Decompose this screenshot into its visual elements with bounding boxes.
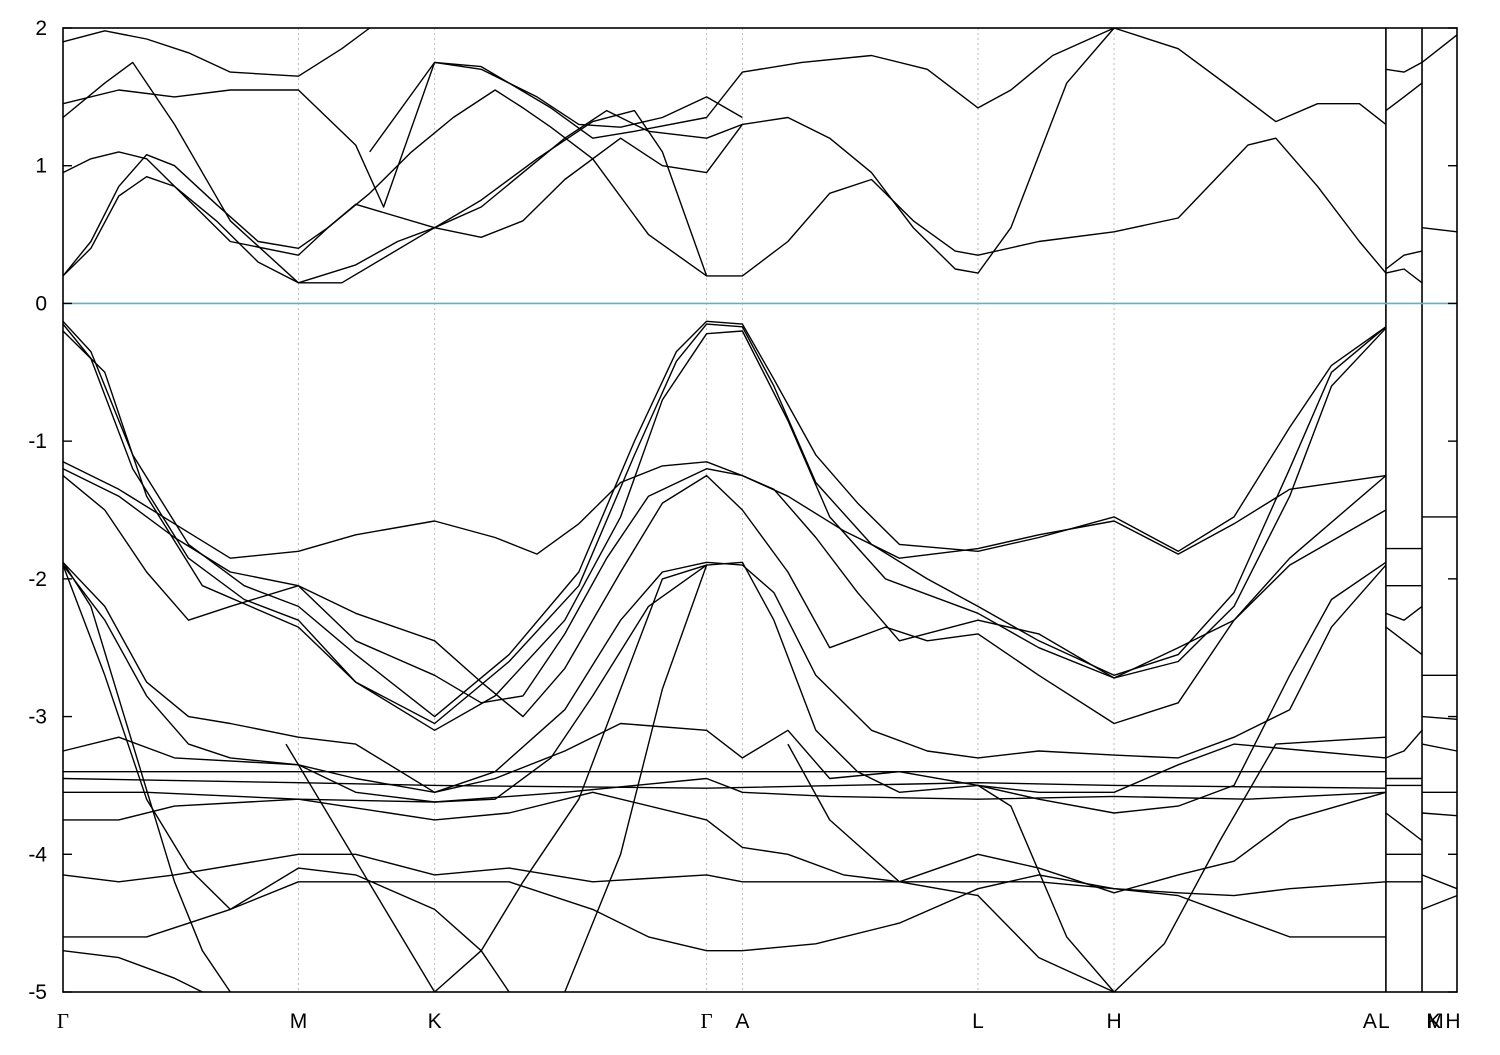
x-k-label: H xyxy=(1106,1010,1121,1033)
x-k-label: K xyxy=(428,1010,442,1033)
band-line-1 xyxy=(62,27,1115,284)
y-tick-label: -1 xyxy=(28,430,47,453)
band-line-right-13 xyxy=(1385,812,1423,842)
band-line-right-19 xyxy=(1421,743,1458,752)
x-k-label: K xyxy=(1427,1010,1441,1033)
band-line-right-3 xyxy=(1385,61,1423,73)
band-line-12 xyxy=(62,474,1387,725)
x-k-label: H xyxy=(1445,1010,1460,1033)
band-line-right-4 xyxy=(1421,227,1458,233)
x-k-label: Γ xyxy=(57,1009,69,1033)
band-line-15 xyxy=(62,722,1386,793)
y-tick-label: 1 xyxy=(35,155,47,178)
band-line-3 xyxy=(62,61,708,284)
band-line-0 xyxy=(62,89,1387,277)
band-line-5 xyxy=(62,27,371,77)
x-k-label: Γ xyxy=(701,1009,713,1033)
x-k-label: M xyxy=(1426,1010,1444,1033)
y-tick-label: -5 xyxy=(28,981,47,1004)
band-line-right-10 xyxy=(1385,729,1423,759)
plot-frame xyxy=(62,27,1458,993)
band-line-25 xyxy=(285,743,436,993)
y-tick-label: -3 xyxy=(28,706,47,729)
band-line-10 xyxy=(62,461,1386,559)
band-line-9 xyxy=(62,327,1387,731)
x-k-label: M xyxy=(290,1010,308,1033)
y-tick-label: -2 xyxy=(28,568,47,591)
band-line-29 xyxy=(977,736,1386,993)
band-line-19 xyxy=(63,791,1387,894)
band-line-right-1 xyxy=(1385,250,1423,270)
band-line-28 xyxy=(787,743,1115,993)
band-line-right-0 xyxy=(1385,268,1423,284)
bands-layer xyxy=(62,27,1458,993)
band-line-18 xyxy=(63,777,1386,803)
band-line-right-22 xyxy=(1421,874,1458,890)
x-axis-k-labels: Γ M K Γ A L H A L MK H xyxy=(57,1009,1461,1033)
band-line-6 xyxy=(369,27,1387,153)
band-line-right-9 xyxy=(1385,626,1423,656)
x-k-label: L xyxy=(1378,1010,1390,1033)
y-tick-label: 2 xyxy=(35,17,47,40)
band-line-2 xyxy=(62,109,743,256)
band-line-14 xyxy=(62,561,1387,814)
band-line-8 xyxy=(62,323,1387,725)
band-line-21 xyxy=(63,874,1386,952)
band-line-right-8 xyxy=(1385,605,1423,621)
y-tick-label: -4 xyxy=(28,843,47,866)
y-tick-label: 0 xyxy=(35,292,47,315)
band-line-27 xyxy=(564,564,708,993)
band-line-right-18 xyxy=(1421,715,1458,720)
band-line-26 xyxy=(434,564,707,993)
x-k-label: A xyxy=(735,1010,749,1033)
band-line-20 xyxy=(62,853,1386,897)
band-line-right-2 xyxy=(1385,82,1423,112)
band-line-24 xyxy=(62,564,510,993)
x-k-label: L xyxy=(972,1010,984,1033)
band-line-23 xyxy=(62,561,231,993)
band-line-right-21 xyxy=(1421,812,1458,817)
y-axis-ticks: 2 1 0 -1 -2 -3 -4 -5 xyxy=(28,17,1457,1004)
plot-border xyxy=(62,27,1458,993)
band-line-22 xyxy=(62,950,203,993)
band-line-right-5 xyxy=(1421,34,1458,63)
band-line-right-23 xyxy=(1421,894,1458,911)
band-line-17 xyxy=(62,777,1386,789)
x-k-label: A xyxy=(1363,1010,1377,1033)
band-line-7 xyxy=(62,320,1387,718)
